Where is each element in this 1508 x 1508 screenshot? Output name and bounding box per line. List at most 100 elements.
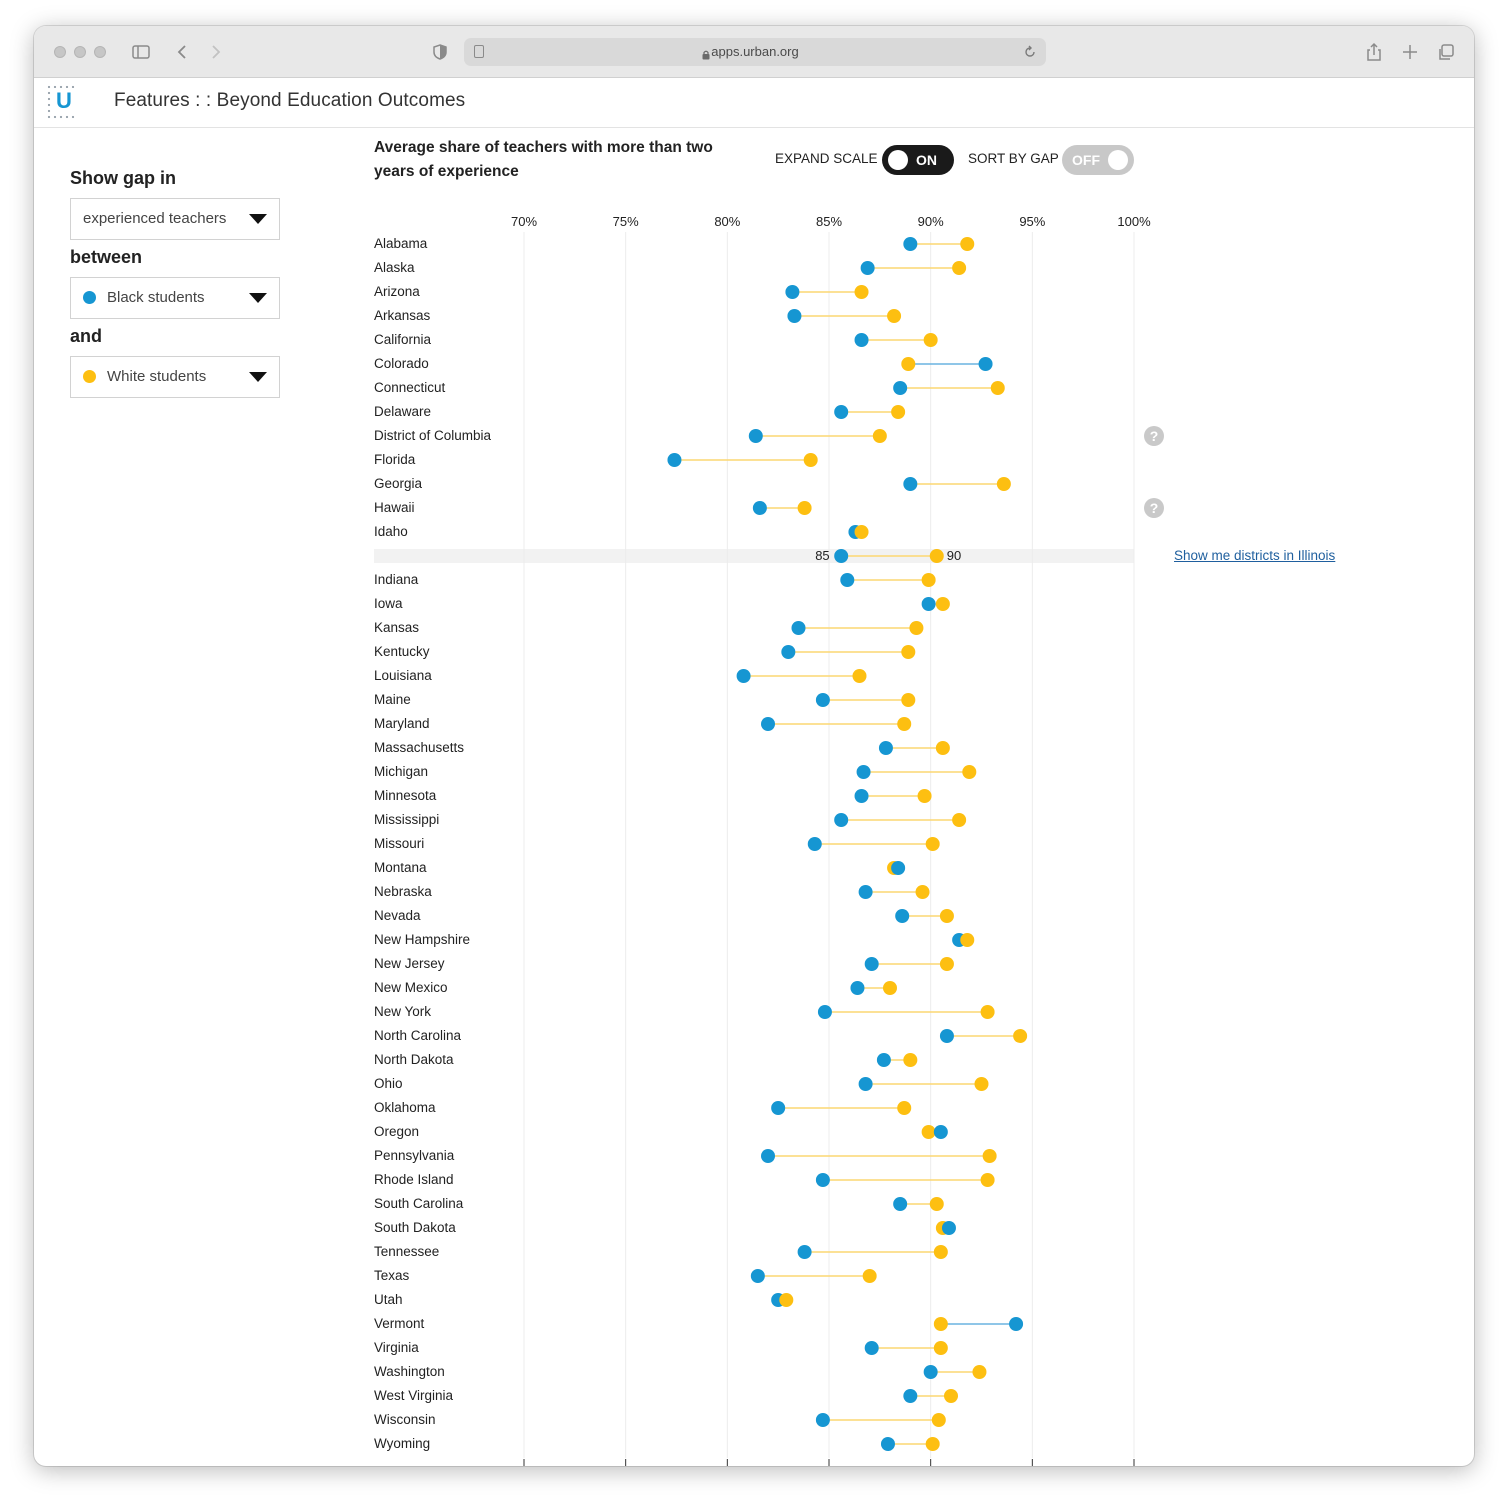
white-students-dot[interactable]	[960, 237, 975, 251]
tab-overview-icon[interactable]	[1436, 40, 1456, 64]
white-students-dot[interactable]	[891, 405, 906, 419]
white-students-dot[interactable]	[779, 1293, 794, 1307]
black-students-dot[interactable]	[781, 645, 796, 659]
black-students-dot[interactable]	[785, 285, 800, 299]
white-students-dot[interactable]	[929, 549, 944, 563]
reload-icon[interactable]	[1022, 44, 1038, 60]
black-students-dot[interactable]	[771, 1101, 786, 1115]
address-bar[interactable]: apps.urban.org	[464, 38, 1046, 66]
black-students-dot[interactable]	[858, 1077, 873, 1091]
white-students-dot[interactable]	[929, 1197, 944, 1211]
black-students-dot[interactable]	[864, 957, 879, 971]
new-tab-icon[interactable]	[1400, 40, 1420, 64]
white-students-dot[interactable]	[933, 1317, 948, 1331]
black-students-dot[interactable]	[787, 309, 802, 323]
urban-logo[interactable]: U	[53, 88, 75, 114]
white-students-dot[interactable]	[974, 1077, 989, 1091]
white-students-dot[interactable]	[909, 621, 924, 635]
white-students-dot[interactable]	[944, 1389, 958, 1403]
black-students-dot[interactable]	[797, 1245, 812, 1259]
white-students-dot[interactable]	[897, 717, 912, 731]
sort-by-gap-toggle[interactable]: OFF	[1062, 145, 1134, 175]
site-title[interactable]: Features : : Beyond Education Outcomes	[114, 90, 466, 111]
white-students-dot[interactable]	[854, 285, 869, 299]
white-students-dot[interactable]	[901, 693, 916, 707]
white-students-dot[interactable]	[803, 453, 818, 467]
white-students-dot[interactable]	[797, 501, 812, 515]
white-students-dot[interactable]	[939, 957, 954, 971]
black-students-dot[interactable]	[667, 453, 682, 467]
black-students-dot[interactable]	[850, 981, 865, 995]
white-students-dot[interactable]	[935, 597, 950, 611]
white-students-dot[interactable]	[862, 1269, 877, 1283]
privacy-shield-icon[interactable]	[430, 40, 450, 64]
white-students-dot[interactable]	[980, 1005, 995, 1019]
white-students-dot[interactable]	[921, 573, 936, 587]
black-students-dot[interactable]	[903, 237, 918, 251]
white-students-dot[interactable]	[854, 525, 869, 539]
help-icon[interactable]: ?	[1144, 498, 1164, 518]
white-students-dot[interactable]	[952, 813, 967, 827]
share-icon[interactable]	[1364, 40, 1384, 64]
white-students-dot[interactable]	[925, 837, 940, 851]
group-b-select[interactable]: White students	[70, 356, 280, 398]
help-icon[interactable]: ?	[1144, 426, 1164, 446]
black-students-dot[interactable]	[815, 1413, 830, 1427]
white-students-dot[interactable]	[980, 1173, 995, 1187]
black-students-dot[interactable]	[858, 885, 873, 899]
black-students-dot[interactable]	[854, 333, 869, 347]
white-students-dot[interactable]	[933, 1341, 948, 1355]
white-students-dot[interactable]	[915, 885, 930, 899]
black-students-dot[interactable]	[791, 621, 806, 635]
black-students-dot[interactable]	[761, 1149, 775, 1163]
black-students-dot[interactable]	[750, 1269, 765, 1283]
group-a-select[interactable]: Black students	[70, 277, 280, 319]
minimize-window-button[interactable]	[74, 46, 86, 58]
black-students-dot[interactable]	[903, 1389, 918, 1403]
close-window-button[interactable]	[54, 46, 66, 58]
forward-icon[interactable]	[206, 40, 226, 64]
black-students-dot[interactable]	[941, 1221, 956, 1235]
black-students-dot[interactable]	[921, 597, 936, 611]
white-students-dot[interactable]	[1013, 1029, 1028, 1043]
black-students-dot[interactable]	[834, 813, 849, 827]
black-students-dot[interactable]	[815, 1173, 830, 1187]
black-students-dot[interactable]	[761, 717, 775, 731]
black-students-dot[interactable]	[893, 1197, 908, 1211]
black-students-dot[interactable]	[939, 1029, 954, 1043]
white-students-dot[interactable]	[897, 1101, 912, 1115]
black-students-dot[interactable]	[840, 573, 855, 587]
white-students-dot[interactable]	[872, 429, 887, 443]
black-students-dot[interactable]	[807, 837, 822, 851]
sidebar-icon[interactable]	[130, 40, 152, 64]
expand-scale-toggle[interactable]: ON	[882, 145, 954, 175]
white-students-dot[interactable]	[923, 333, 938, 347]
black-students-dot[interactable]	[834, 405, 849, 419]
black-students-dot[interactable]	[736, 669, 751, 683]
black-students-dot[interactable]	[752, 501, 767, 515]
white-students-dot[interactable]	[935, 741, 950, 755]
black-students-dot[interactable]	[878, 741, 893, 755]
show-districts-link[interactable]: Show me districts in Illinois	[1174, 548, 1336, 563]
white-students-dot[interactable]	[901, 357, 916, 371]
black-students-dot[interactable]	[880, 1437, 895, 1451]
white-students-dot[interactable]	[901, 645, 916, 659]
white-students-dot[interactable]	[939, 909, 954, 923]
white-students-dot[interactable]	[982, 1149, 997, 1163]
white-students-dot[interactable]	[921, 1125, 936, 1139]
black-students-dot[interactable]	[876, 1053, 891, 1067]
black-students-dot[interactable]	[933, 1125, 948, 1139]
black-students-dot[interactable]	[891, 861, 906, 875]
white-students-dot[interactable]	[883, 981, 897, 995]
black-students-dot[interactable]	[978, 357, 993, 371]
black-students-dot[interactable]	[864, 1341, 879, 1355]
black-students-dot[interactable]	[923, 1365, 938, 1379]
zoom-window-button[interactable]	[94, 46, 106, 58]
black-students-dot[interactable]	[1009, 1317, 1024, 1331]
white-students-dot[interactable]	[990, 381, 1005, 395]
black-students-dot[interactable]	[860, 261, 875, 275]
white-students-dot[interactable]	[972, 1365, 987, 1379]
black-students-dot[interactable]	[854, 789, 869, 803]
black-students-dot[interactable]	[903, 477, 918, 491]
white-students-dot[interactable]	[852, 669, 867, 683]
